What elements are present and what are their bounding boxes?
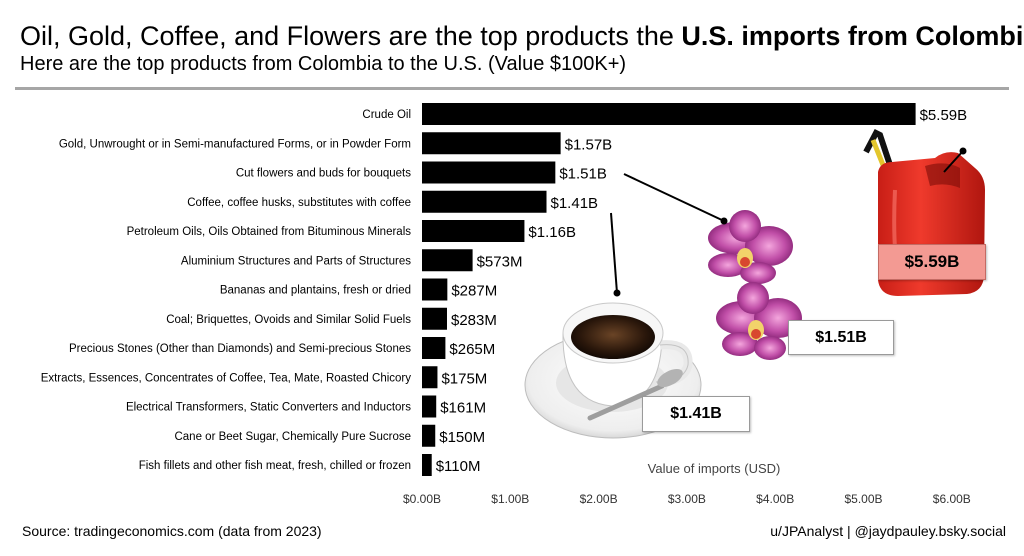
x-axis-title: Value of imports (USD)	[648, 461, 781, 476]
data-label: $5.59B	[920, 107, 968, 124]
callout-connectors	[610, 147, 967, 297]
x-tick-label: $3.00B	[668, 492, 706, 506]
category-label: Extracts, Essences, Concentrates of Coff…	[41, 372, 412, 384]
data-label: $1.41B	[551, 195, 599, 212]
chart-title: Oil, Gold, Coffee, and Flowers are the t…	[20, 20, 1024, 52]
title-divider	[15, 87, 1009, 90]
data-label: $283M	[451, 312, 497, 329]
category-label: Precious Stones (Other than Diamonds) an…	[69, 343, 411, 355]
x-tick-label: $1.00B	[491, 492, 529, 506]
oil-value-callout: $5.59B	[878, 244, 986, 280]
bars-layer: Crude Oil $5.59B Gold, Unwrought or in Sem…	[41, 103, 971, 506]
title-emphasis: U.S. imports from Colombia	[681, 21, 1024, 51]
bar	[422, 103, 916, 125]
bar	[422, 454, 432, 476]
category-label: Cane or Beet Sugar, Chemically Pure Sucr…	[174, 431, 411, 443]
category-label: Coal; Briquettes, Ovoids and Similar Sol…	[166, 314, 411, 326]
bar	[422, 278, 448, 301]
flowers-value-callout: $1.51B	[788, 320, 894, 355]
bar	[422, 395, 437, 418]
bar	[422, 249, 473, 272]
bar	[422, 307, 447, 330]
category-label: Bananas and plantains, fresh or dried	[220, 285, 411, 297]
data-label: $1.57B	[565, 136, 613, 153]
data-label: $287M	[451, 283, 497, 300]
x-tick-label: $4.00B	[756, 492, 794, 506]
bar	[422, 190, 547, 213]
category-label: Coffee, coffee husks, substitutes with c…	[187, 197, 411, 209]
source-note: Source: tradingeconomics.com (data from …	[22, 523, 322, 539]
bar	[422, 424, 436, 447]
data-label: $1.16B	[528, 224, 576, 241]
x-tick-label: $2.00B	[580, 492, 618, 506]
bar	[422, 220, 525, 242]
category-label: Electrical Transformers, Static Converte…	[126, 402, 411, 414]
category-label: Gold, Unwrought or in Semi-manufactured …	[59, 138, 411, 150]
category-label: Aluminium Structures and Parts of Struct…	[181, 255, 411, 267]
x-tick-label: $5.00B	[844, 492, 882, 506]
data-label: $175M	[441, 370, 487, 387]
bar	[422, 161, 556, 184]
bar	[422, 132, 561, 155]
category-label: Petroleum Oils, Oils Obtained from Bitum…	[127, 226, 412, 238]
x-tick-label: $6.00B	[933, 492, 971, 506]
data-label: $1.51B	[559, 166, 607, 183]
author-credit: u/JPAnalyst | @jaydpauley.bsky.social	[770, 523, 1006, 539]
coffee-value-callout: $1.41B	[642, 396, 750, 432]
bar	[422, 337, 446, 359]
data-label: $150M	[439, 429, 485, 446]
orchid-flowers-icon	[708, 210, 802, 360]
bar	[422, 366, 438, 389]
data-label: $161M	[440, 400, 486, 417]
data-label: $573M	[477, 253, 523, 270]
title-lead: Oil, Gold, Coffee, and Flowers are the t…	[20, 21, 682, 51]
data-label: $110M	[436, 458, 481, 475]
data-label: $265M	[449, 341, 495, 358]
chart-subtitle: Here are the top products from Colombia …	[20, 53, 627, 75]
category-label: Cut flowers and buds for bouquets	[236, 168, 411, 180]
category-label: Crude Oil	[362, 109, 411, 121]
category-label: Fish fillets and other fish meat, fresh,…	[139, 460, 411, 472]
x-tick-label: $0.00B	[403, 492, 441, 506]
